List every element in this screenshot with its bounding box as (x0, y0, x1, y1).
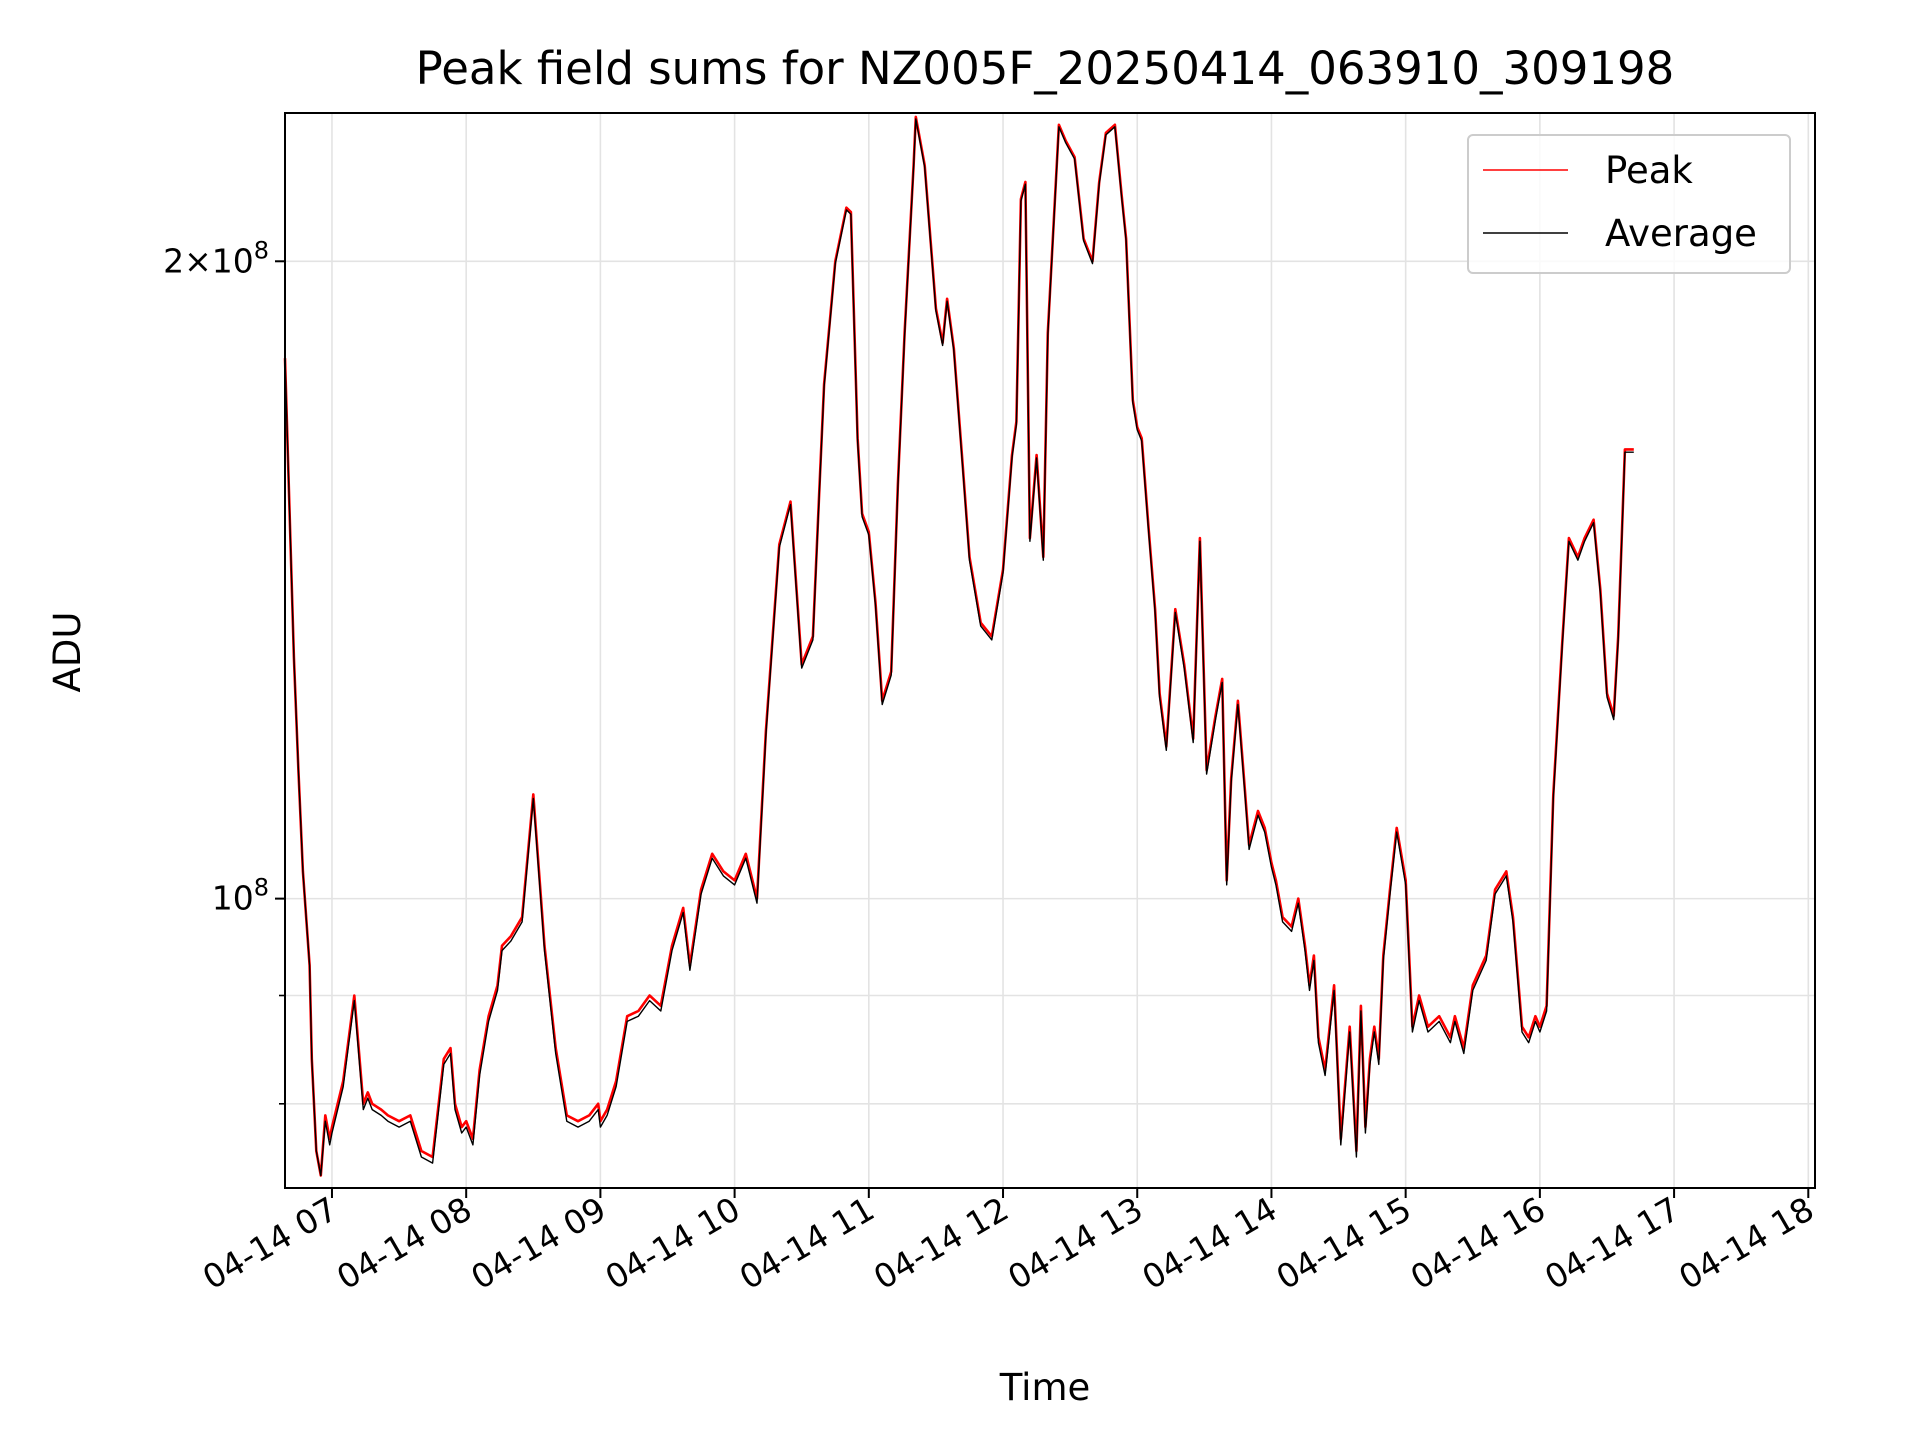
legend-label-peak: Peak (1605, 149, 1693, 192)
ticks (275, 260, 1810, 1198)
x-axis-label: Time (999, 1366, 1091, 1409)
series-layer (283, 115, 1634, 1177)
plot-frame (284, 112, 1816, 1189)
legend-label-average: Average (1605, 212, 1757, 255)
y-tick-label: 2×108 (163, 236, 269, 280)
y-tick-label: 108 (212, 874, 269, 918)
y-tick-labels: 108 2×108 (163, 236, 269, 917)
chart-title: Peak field sums for NZ005F_20250414_0639… (416, 42, 1675, 95)
y-axis-label: ADU (46, 612, 89, 693)
series-line-average (284, 118, 1634, 1177)
legend: Peak Average (1467, 134, 1791, 274)
grid (285, 113, 1815, 1188)
